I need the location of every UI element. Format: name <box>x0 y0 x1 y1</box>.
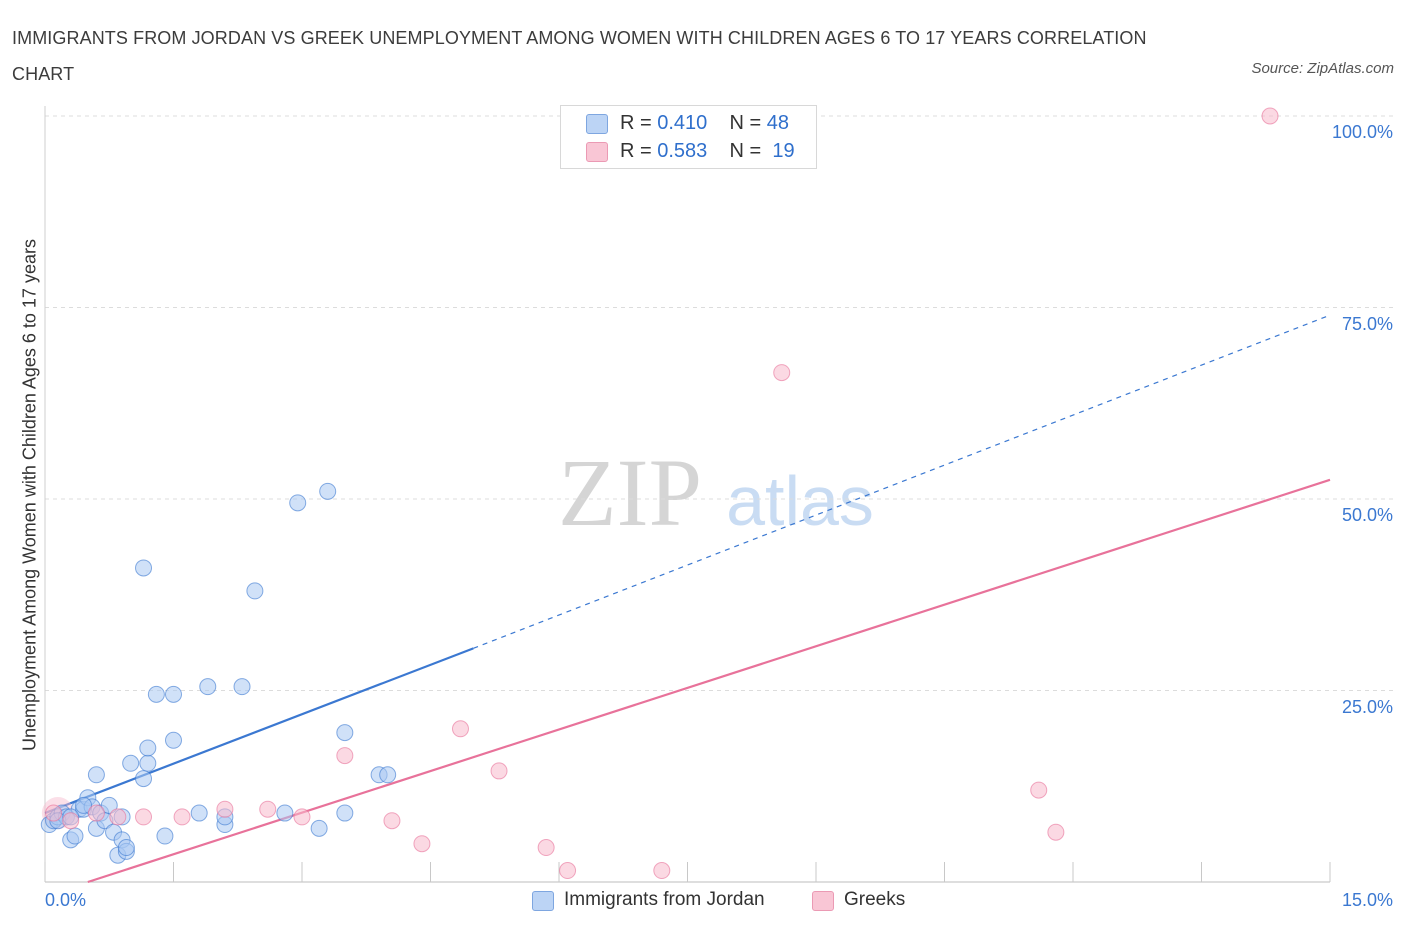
point-greeks <box>383 812 401 830</box>
point-greeks <box>451 720 469 738</box>
point-greeks <box>1030 781 1048 799</box>
point-greeks <box>413 835 431 853</box>
point-jordan <box>156 827 174 845</box>
legend-n-label: N = <box>729 140 767 162</box>
point-jordan <box>66 827 84 845</box>
point-jordan <box>190 804 208 822</box>
point-greeks <box>173 808 191 826</box>
point-jordan <box>87 766 105 784</box>
y-tick-label: 100.0% <box>1331 122 1393 142</box>
legend-label-greeks: Greeks <box>844 889 906 910</box>
point-jordan <box>319 482 337 500</box>
legend-r-label: R = <box>620 112 658 134</box>
source-label: Source: ZipAtlas.com <box>1251 60 1394 77</box>
point-greeks <box>109 808 127 826</box>
trend-line-1 <box>87 478 1331 884</box>
point-jordan <box>246 582 264 600</box>
point-greeks <box>653 862 671 880</box>
point-jordan <box>233 678 251 696</box>
x-tick-label: 0.0% <box>45 890 87 910</box>
axes <box>44 106 1331 883</box>
point-jordan <box>147 685 165 703</box>
point-greeks <box>559 862 577 880</box>
chart-title: IMMIGRANTS FROM JORDAN VS GREEK UNEMPLOY… <box>12 28 1147 84</box>
legend-n-label: N = <box>729 112 767 134</box>
trend-line-extension-0 <box>473 314 1331 649</box>
point-greeks <box>135 808 153 826</box>
point-jordan <box>289 494 307 512</box>
y-axis-label: Unemployment Among Women with Children A… <box>19 239 40 751</box>
legend-swatch-greeks <box>586 142 608 162</box>
data-points <box>40 107 1279 880</box>
watermark-zip: ZIP <box>558 439 702 546</box>
point-greeks <box>216 800 234 818</box>
legend-n-value: 48 <box>766 112 790 134</box>
point-jordan <box>336 724 354 742</box>
point-jordan <box>379 766 397 784</box>
point-greeks <box>45 804 63 822</box>
point-greeks <box>259 800 277 818</box>
series-legend: Immigrants from Jordan Greeks <box>0 888 1406 916</box>
point-jordan <box>100 796 118 814</box>
legend-swatch-greeks <box>812 891 834 911</box>
point-jordan <box>165 731 182 749</box>
legend-r-label: R = <box>620 140 658 162</box>
point-jordan <box>135 770 153 788</box>
point-jordan <box>310 819 328 837</box>
point-greeks <box>293 808 311 826</box>
point-greeks <box>1047 823 1065 841</box>
correlation-legend: R = 0.410 N = 48 R = 0.583 N = 19 <box>560 105 817 169</box>
watermark-atlas: atlas <box>726 462 874 540</box>
trend-line-0 <box>44 647 474 815</box>
point-jordan <box>75 796 93 814</box>
point-jordan <box>165 685 182 703</box>
point-jordan <box>276 804 294 822</box>
point-jordan <box>336 804 354 822</box>
point-jordan <box>122 754 140 772</box>
legend-swatch-jordan <box>532 891 554 911</box>
x-tick-label: 15.0% <box>1341 890 1393 910</box>
point-jordan <box>135 559 153 577</box>
legend-n-value: 19 <box>772 140 795 162</box>
point-greeks <box>62 812 80 830</box>
legend-swatch-jordan <box>586 114 608 134</box>
point-greeks <box>773 364 791 382</box>
grid-lines <box>45 115 1395 691</box>
legend-r-value: 0.583 <box>657 140 708 162</box>
legend-label-jordan: Immigrants from Jordan <box>564 889 765 910</box>
point-jordan <box>139 754 157 772</box>
point-greeks <box>1261 107 1279 125</box>
point-greeks <box>336 747 354 765</box>
point-jordan <box>117 839 135 857</box>
point-greeks <box>537 839 555 857</box>
trend-lines <box>44 314 1331 884</box>
point-greeks <box>490 762 508 780</box>
y-tick-label: 75.0% <box>1341 313 1393 334</box>
point-greeks <box>87 804 105 822</box>
y-tick-label: 50.0% <box>1341 505 1393 525</box>
point-jordan <box>199 678 217 696</box>
legend-r-value: 0.410 <box>657 112 708 134</box>
point-jordan <box>139 739 157 757</box>
y-tick-label: 25.0% <box>1341 696 1393 717</box>
